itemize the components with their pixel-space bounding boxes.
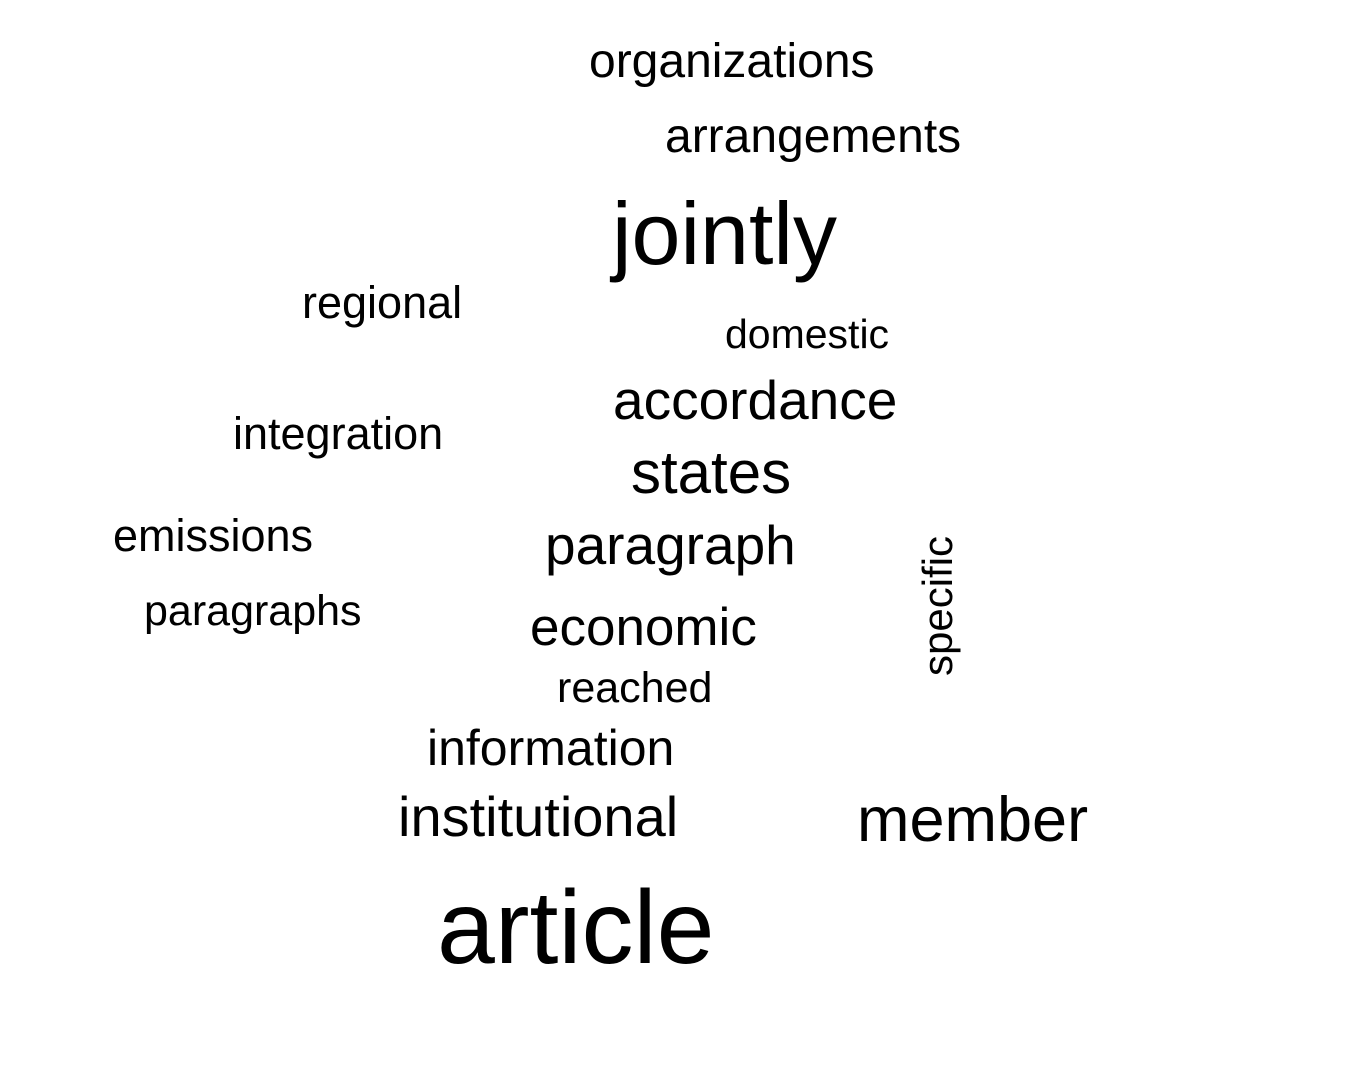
word-paragraphs: paragraphs: [144, 587, 362, 635]
word-domestic: domestic: [725, 311, 890, 357]
word-member: member: [857, 785, 1089, 855]
word-reached: reached: [557, 664, 713, 712]
word-emissions: emissions: [113, 510, 314, 561]
word-article: article: [437, 870, 715, 986]
word-information: information: [427, 720, 675, 776]
word-states: states: [631, 439, 792, 506]
word-paragraph: paragraph: [545, 514, 796, 576]
word-institutional: institutional: [398, 785, 679, 848]
word-organizations: organizations: [589, 35, 875, 88]
word-regional: regional: [302, 277, 463, 328]
word-jointly: jointly: [612, 184, 837, 283]
word-specific: specific: [914, 535, 961, 676]
word-integration: integration: [233, 408, 444, 459]
word-arrangements: arrangements: [665, 110, 962, 163]
word-economic: economic: [530, 598, 757, 657]
word-accordance: accordance: [613, 369, 898, 431]
